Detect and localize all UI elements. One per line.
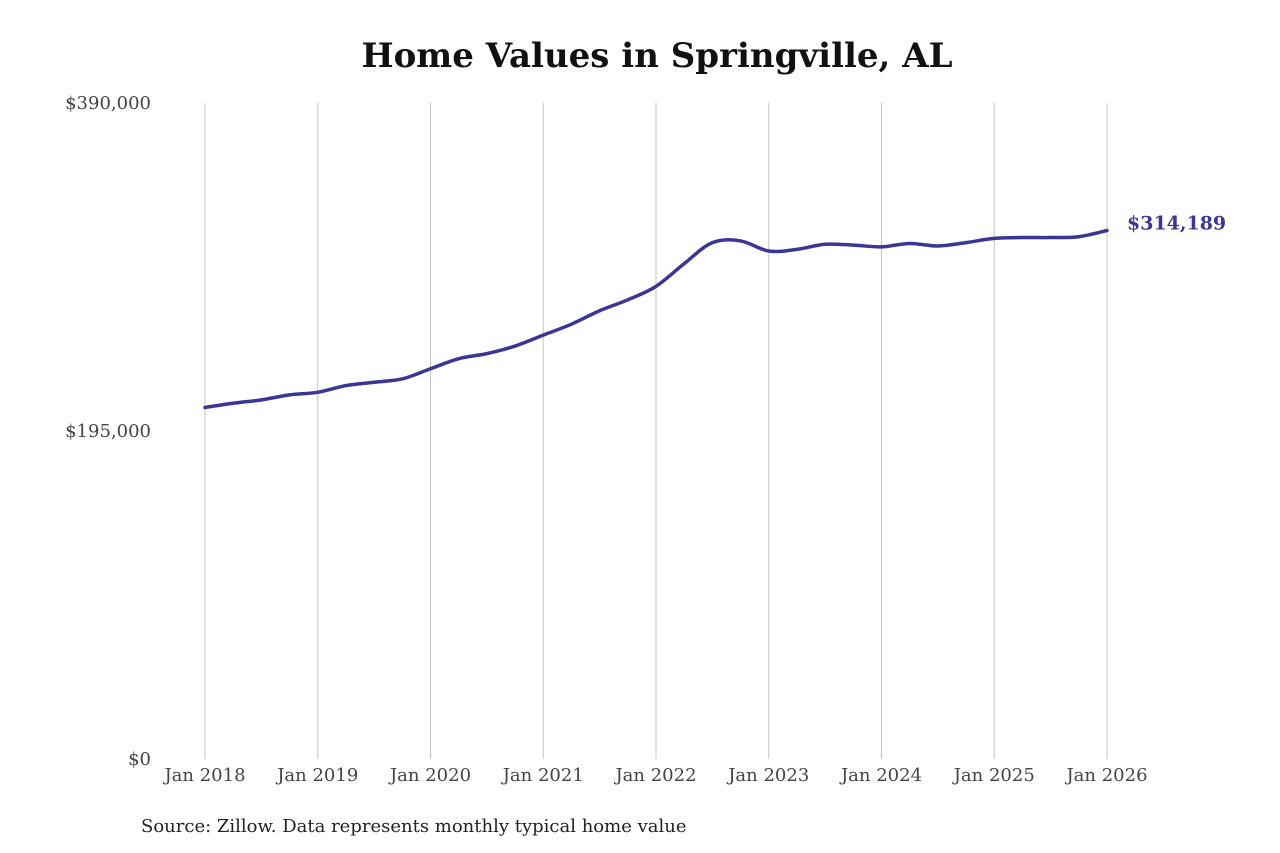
series-group [203,228,1109,410]
y-tick-label-1: $195,000 [65,421,151,442]
chart-title: Home Values in Springville, AL [361,36,953,76]
last-value-label: $314,189 [1127,213,1226,235]
y-tick-label-0: $0 [128,749,151,770]
x-tick-label-5: Jan 2023 [726,765,809,786]
source-note: Source: Zillow. Data represents monthly … [141,816,687,837]
x-tick-label-7: Jan 2025 [952,765,1035,786]
series-line-0 [203,228,1109,410]
grid-lines [204,103,1108,759]
x-tick-label-2: Jan 2020 [388,765,471,786]
x-tick-label-6: Jan 2024 [839,765,922,786]
y-tick-label-2: $390,000 [65,93,151,114]
x-axis-ticks: Jan 2018 Jan 2019 Jan 2020 Jan 2021 Jan 2022… [162,765,1147,786]
x-tick-label-8: Jan 2026 [1064,765,1147,786]
x-tick-label-4: Jan 2022 [613,765,696,786]
x-tick-label-3: Jan 2021 [501,765,584,786]
x-tick-label-1: Jan 2019 [275,765,358,786]
x-tick-label-0: Jan 2018 [162,765,245,786]
y-axis-ticks: $0 $195,000 $390,000 [65,93,151,770]
